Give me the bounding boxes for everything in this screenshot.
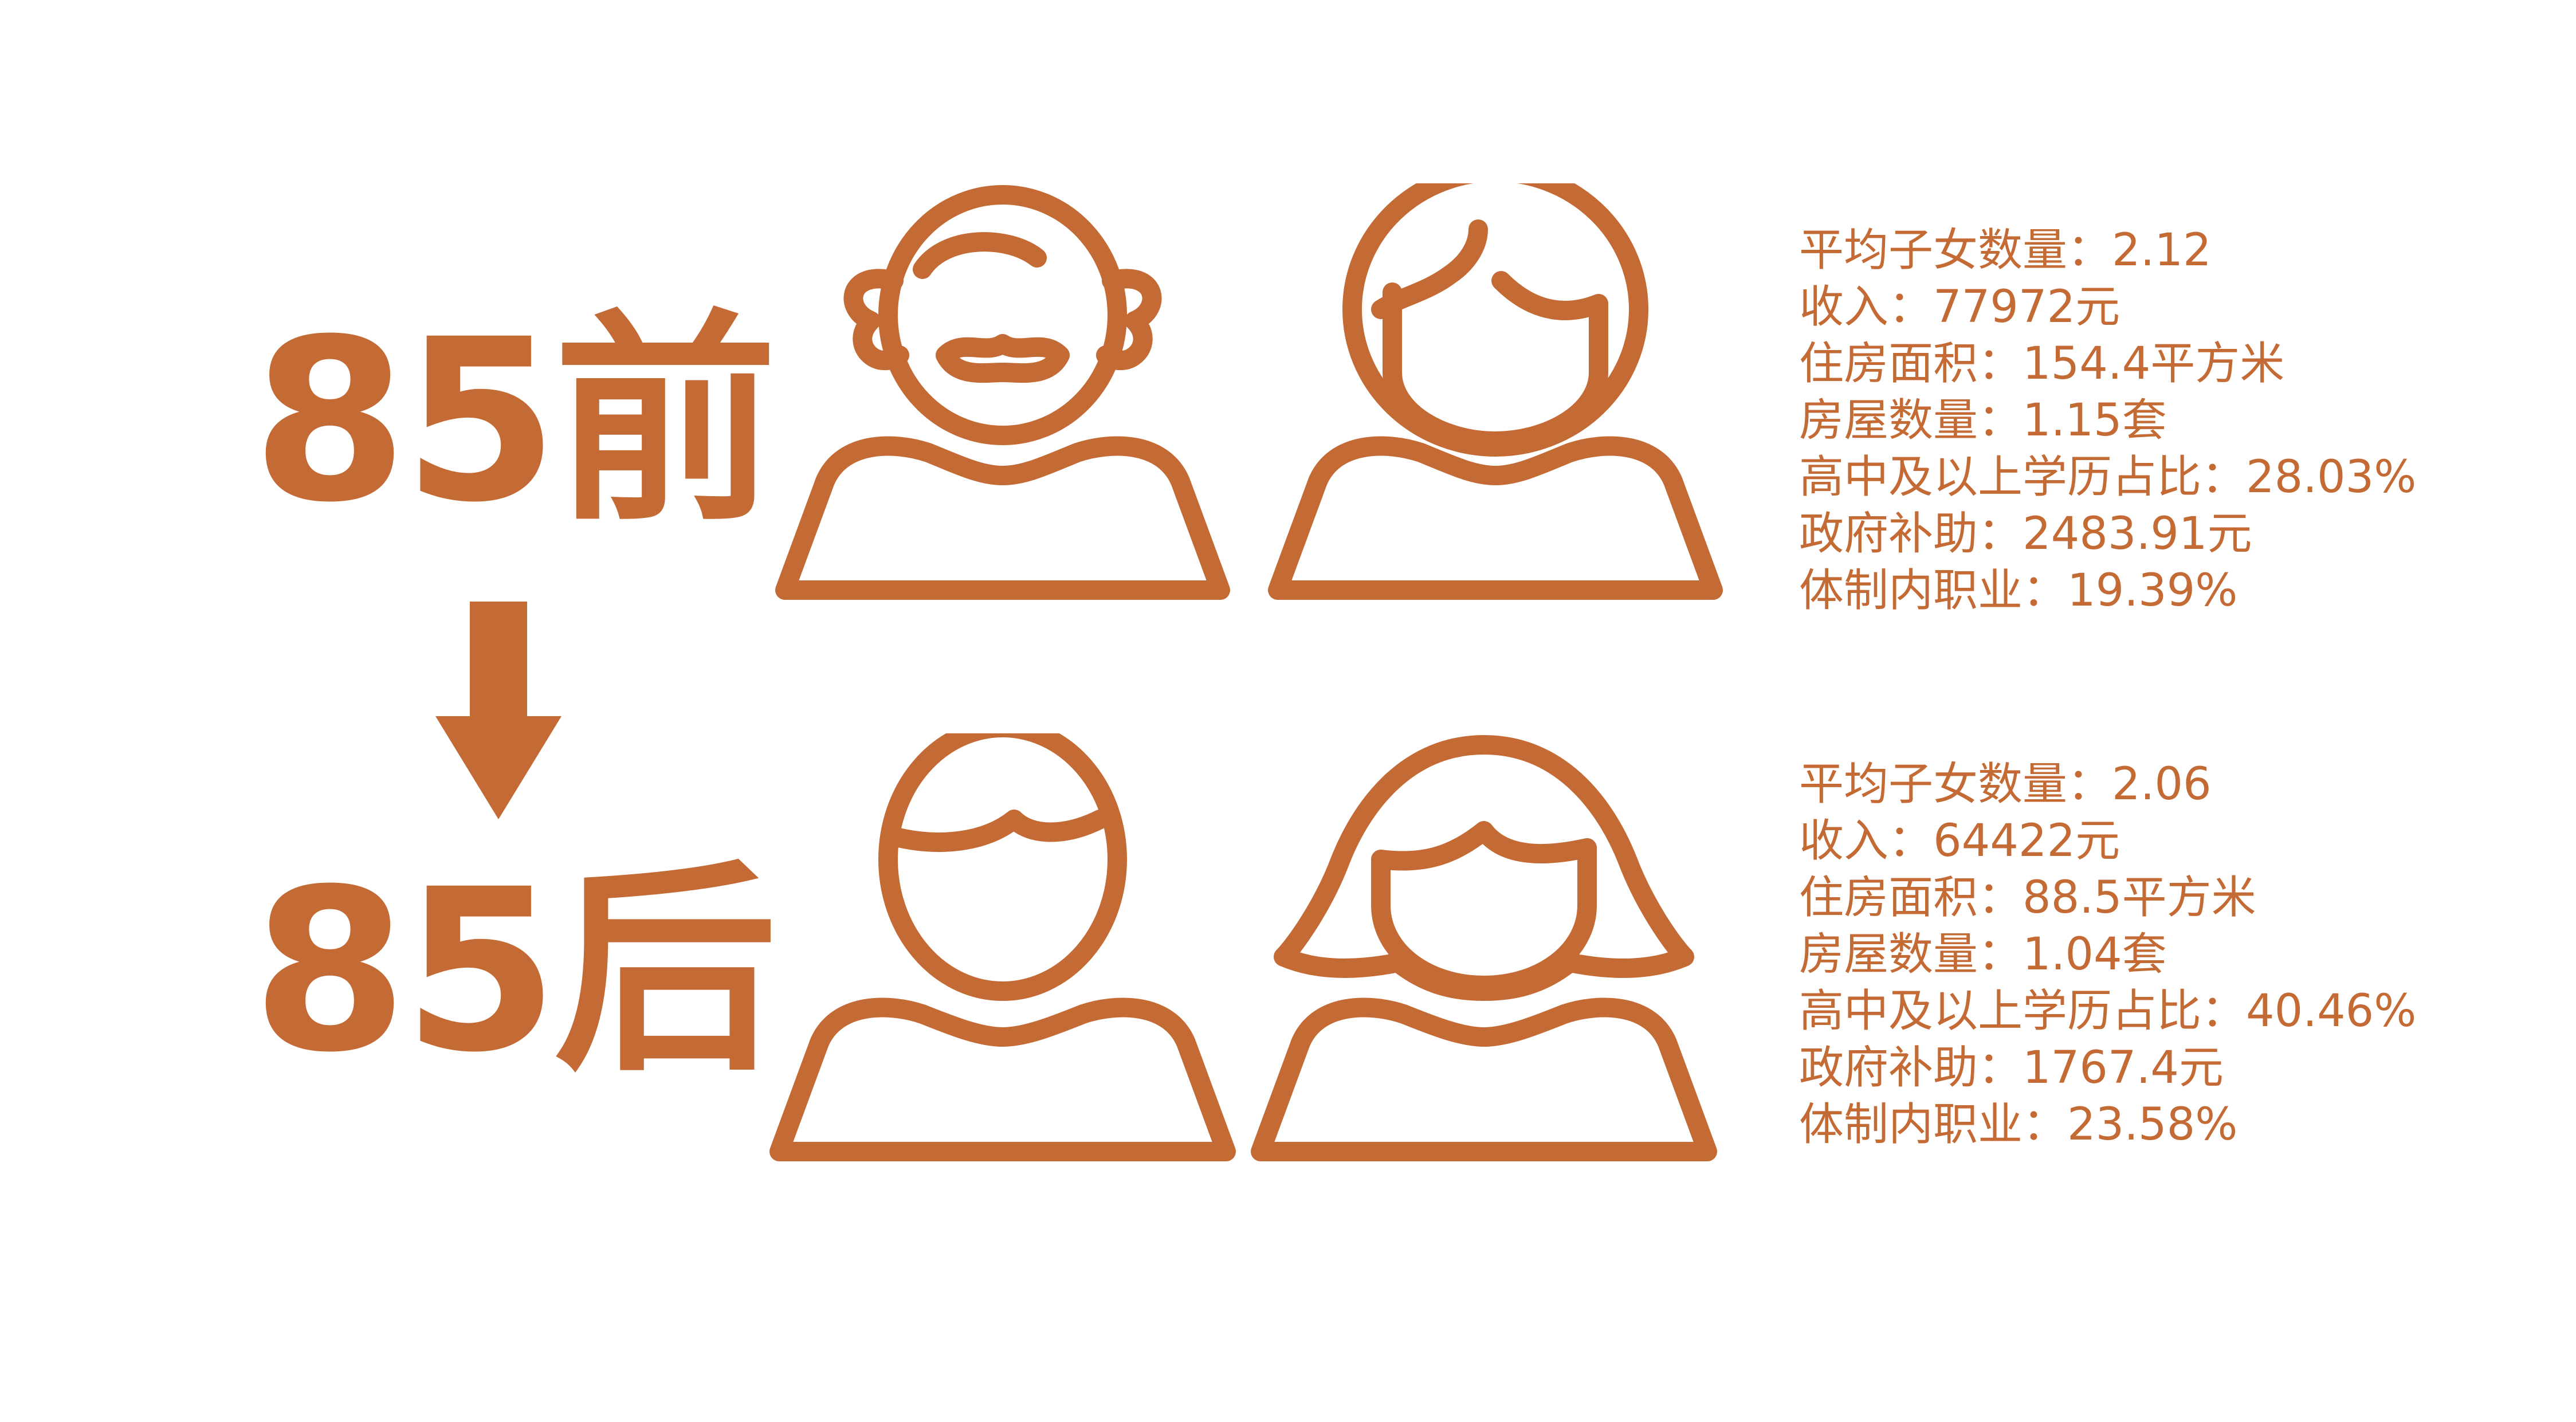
stats-list-before: 平均子女数量：2.12 收入：77972元 住房面积：154.4平方米 房屋数量… [1799,222,2416,619]
stat-gov-subsidy: 政府补助：2483.91元 [1799,508,2252,560]
arrow-down-icon [435,602,561,822]
label-85-before: 85前 [252,291,777,551]
stat-public-sector: 体制内职业：19.39% [1799,565,2238,616]
stat-avg-children: 平均子女数量：2.06 [1799,759,2212,810]
stat-public-sector: 体制内职业：23.58% [1799,1099,2238,1150]
stat-gov-subsidy: 政府补助：1767.4元 [1799,1042,2224,1094]
elderly-man-icon [756,183,1249,619]
stat-avg-children: 平均子女数量：2.12 [1799,225,2212,276]
stat-housing-area: 住房面积：154.4平方米 [1799,338,2285,390]
stats-list-after: 平均子女数量：2.06 收入：64422元 住房面积：88.5平方米 房屋数量：… [1799,756,2416,1153]
elderly-woman-icon [1249,183,1742,619]
stat-house-count: 房屋数量：1.04套 [1799,929,2167,980]
stat-high-school-ratio: 高中及以上学历占比：28.03% [1799,451,2417,503]
young-man-icon [756,733,1249,1180]
stat-high-school-ratio: 高中及以上学历占比：40.46% [1799,985,2417,1037]
young-woman-icon [1238,733,1730,1180]
stat-housing-area: 住房面积：88.5平方米 [1799,872,2256,924]
stat-income: 收入：77972元 [1799,281,2121,333]
label-85-after: 85后 [252,841,777,1101]
stat-income: 收入：64422元 [1799,815,2121,867]
stat-house-count: 房屋数量：1.15套 [1799,395,2167,446]
